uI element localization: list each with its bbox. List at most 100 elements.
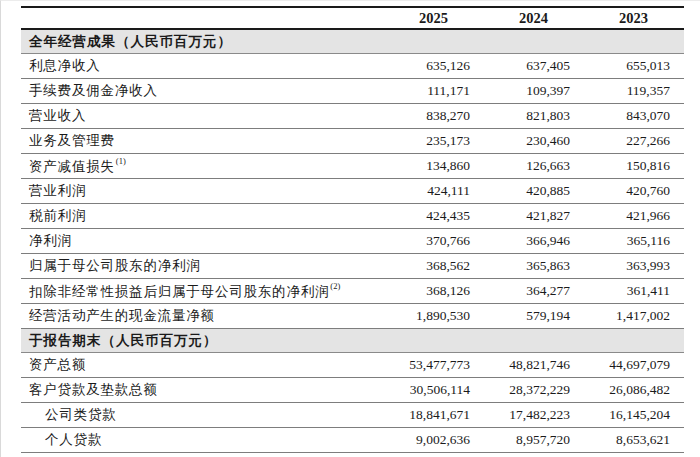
row-label-text: 经营活动产生的现金流量净额 — [29, 308, 215, 323]
row-label: 净利润 — [21, 232, 384, 250]
row-label: 客户贷款及垫款总额 — [21, 381, 384, 399]
value-cell: 635,126 — [384, 58, 484, 74]
value-cell: 26,086,482 — [584, 382, 684, 398]
value-cell: 1,417,002 — [584, 308, 684, 324]
value-cell: 9,002,636 — [384, 432, 484, 448]
year-column-header-2024: 2024 — [484, 10, 584, 27]
table-row: 资产总额 53,477,77348,821,74644,697,079 — [21, 353, 684, 378]
row-label: 扣除非经常性损益后归属于母公司股东的净利润(2) — [21, 282, 384, 301]
value-cell: 363,993 — [584, 258, 684, 274]
section-title: 全年经营成果（人民币百万元） — [29, 33, 232, 51]
value-cell: 119,357 — [584, 83, 684, 99]
table-body: 全年经营成果（人民币百万元） 利息净收入 635,126637,405655,013… — [21, 30, 684, 453]
value-cell: 16,145,204 — [584, 407, 684, 423]
row-label-text: 业务及管理费 — [29, 133, 115, 148]
year-column-header-2023: 2023 — [584, 10, 684, 27]
row-label-text: 归属于母公司股东的净利润 — [29, 258, 201, 273]
value-cell: 1,890,530 — [384, 308, 484, 324]
row-label: 营业利润 — [21, 182, 384, 200]
table-row: 税前利润 424,435421,827421,966 — [21, 204, 684, 229]
value-cell: 420,760 — [584, 183, 684, 199]
value-cell: 365,863 — [484, 258, 584, 274]
row-label: 资产减值损失(1) — [21, 157, 384, 176]
value-cell: 365,116 — [584, 233, 684, 249]
financial-summary-table: 2025 2024 2023 全年经营成果（人民币百万元） 利息净收入 635,12… — [21, 6, 684, 453]
value-cell: 637,405 — [484, 58, 584, 74]
value-cell: 230,460 — [484, 133, 584, 149]
value-cell: 28,372,229 — [484, 382, 584, 398]
table-row: 营业收入 838,270821,803843,070 — [21, 104, 684, 129]
row-label: 资产总额 — [21, 356, 384, 374]
row-label-text: 利息净收入 — [29, 58, 101, 73]
value-cell: 368,126 — [384, 283, 484, 299]
table-row: 资产减值损失(1)134,860126,663150,816 — [21, 154, 684, 179]
year-column-header-2025: 2025 — [384, 10, 484, 27]
value-cell: 843,070 — [584, 108, 684, 124]
row-label-text: 公司类贷款 — [45, 407, 117, 422]
value-cell: 655,013 — [584, 58, 684, 74]
footnote-marker: (1) — [116, 156, 126, 166]
table-row: 公司类贷款 18,841,67117,482,22316,145,204 — [21, 403, 684, 428]
row-label-text: 客户贷款及垫款总额 — [29, 382, 158, 397]
table-header-row: 2025 2024 2023 — [21, 8, 684, 30]
value-cell: 370,766 — [384, 233, 484, 249]
row-label-text: 扣除非经常性损益后归属于母公司股东的净利润 — [29, 283, 329, 298]
table-row: 利息净收入 635,126637,405655,013 — [21, 54, 684, 79]
row-label-text: 手续费及佣金净收入 — [29, 83, 158, 98]
value-cell: 134,860 — [384, 158, 484, 174]
value-cell: 109,397 — [484, 83, 584, 99]
value-cell: 8,957,720 — [484, 432, 584, 448]
value-cell: 364,277 — [484, 283, 584, 299]
section-header: 全年经营成果（人民币百万元） — [21, 30, 684, 54]
row-label: 手续费及佣金净收入 — [21, 82, 384, 100]
row-label: 归属于母公司股东的净利润 — [21, 257, 384, 275]
footnote-marker: (2) — [330, 281, 340, 291]
row-label-text: 净利润 — [29, 233, 72, 248]
value-cell: 111,171 — [384, 83, 484, 99]
value-cell: 30,506,114 — [384, 382, 484, 398]
financial-summary-page: 2025 2024 2023 全年经营成果（人民币百万元） 利息净收入 635,12… — [0, 0, 700, 457]
section-title: 于报告期末（人民币百万元） — [29, 332, 218, 350]
value-cell: 126,663 — [484, 158, 584, 174]
value-cell: 361,411 — [584, 283, 684, 299]
value-cell: 838,270 — [384, 108, 484, 124]
table-row: 扣除非经常性损益后归属于母公司股东的净利润(2)368,126364,27736… — [21, 279, 684, 304]
value-cell: 821,803 — [484, 108, 584, 124]
table-row: 净利润 370,766366,946365,116 — [21, 229, 684, 254]
value-cell: 150,816 — [584, 158, 684, 174]
row-label-text: 税前利润 — [29, 208, 86, 223]
section-header: 于报告期末（人民币百万元） — [21, 329, 684, 353]
row-label-text: 资产总额 — [29, 357, 86, 372]
row-label: 个人贷款 — [21, 431, 384, 449]
value-cell: 18,841,671 — [384, 407, 484, 423]
row-label-text: 营业收入 — [29, 108, 86, 123]
row-label: 业务及管理费 — [21, 132, 384, 150]
value-cell: 17,482,223 — [484, 407, 584, 423]
row-label-text: 个人贷款 — [45, 432, 102, 447]
value-cell: 366,946 — [484, 233, 584, 249]
value-cell: 579,194 — [484, 308, 584, 324]
value-cell: 424,435 — [384, 208, 484, 224]
value-cell: 53,477,773 — [384, 357, 484, 373]
table-row: 手续费及佣金净收入 111,171109,397119,357 — [21, 79, 684, 104]
table-row: 业务及管理费 235,173230,460227,266 — [21, 129, 684, 154]
row-label: 利息净收入 — [21, 57, 384, 75]
row-label: 营业收入 — [21, 107, 384, 125]
value-cell: 424,111 — [384, 183, 484, 199]
value-cell: 44,697,079 — [584, 357, 684, 373]
row-label: 公司类贷款 — [21, 406, 384, 424]
table-row: 个人贷款9,002,6368,957,7208,653,621 — [21, 428, 684, 453]
value-cell: 235,173 — [384, 133, 484, 149]
value-cell: 420,885 — [484, 183, 584, 199]
table-row: 经营活动产生的现金流量净额 1,890,530579,1941,417,002 — [21, 304, 684, 329]
table-row: 营业利润424,111420,885420,760 — [21, 179, 684, 204]
value-cell: 368,562 — [384, 258, 484, 274]
value-cell: 48,821,746 — [484, 357, 584, 373]
row-label: 经营活动产生的现金流量净额 — [21, 307, 384, 325]
row-label-text: 资产减值损失 — [29, 158, 115, 173]
table-row: 归属于母公司股东的净利润 368,562365,863363,993 — [21, 254, 684, 279]
row-label: 税前利润 — [21, 207, 384, 225]
value-cell: 421,966 — [584, 208, 684, 224]
value-cell: 227,266 — [584, 133, 684, 149]
value-cell: 421,827 — [484, 208, 584, 224]
